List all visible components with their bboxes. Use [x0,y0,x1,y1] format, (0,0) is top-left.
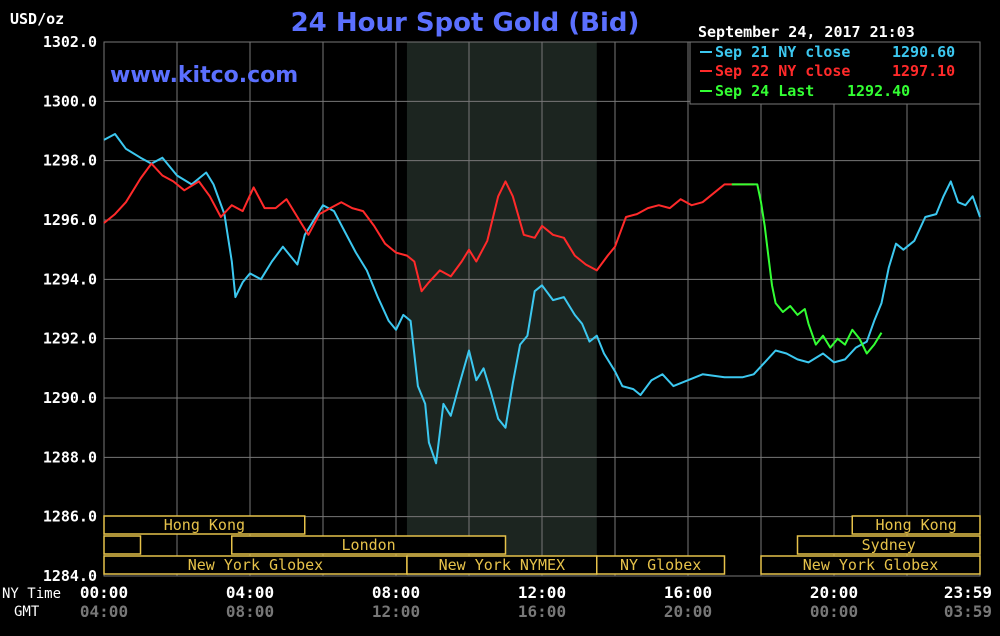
x-tick-label-ny: 08:00 [372,583,420,602]
legend-value-sep21: 1290.60 [892,43,955,61]
y-tick-label: 1284.0 [43,567,97,585]
market-session-label: NY Globex [620,556,701,574]
x-tick-label-gmt: 12:00 [372,602,420,621]
ny-time-axis-label: NY Time [2,586,61,602]
market-session-ny-globex: NY Globex [596,555,726,575]
legend-item-sep22: Sep 22 NY close 1297.10 [700,62,955,80]
market-session-label: New York Globex [188,556,323,574]
x-tick-label-gmt: 04:00 [80,602,128,621]
website-watermark: www.kitco.com [110,63,298,88]
legend-label-sep24: Sep 24 Last [715,82,814,100]
market-session-london: London [231,535,507,555]
series-line-sep-21-ny-close [103,133,981,465]
x-axis-ticks: 00:0004:0004:0008:0008:0012:0012:0016:00… [80,583,992,621]
market-session-label: London [342,536,396,554]
nymex-shaded-region [406,42,597,576]
y-tick-label: 1298.0 [43,152,97,170]
legend-value-sep22: 1297.10 [892,62,955,80]
market-session-bar [596,555,726,575]
y-tick-label: 1288.0 [43,448,97,466]
market-session-bar [103,515,306,535]
plot-area: Hong Kong Hong Kong London Sydney New York G… [103,41,981,577]
chart-title: 24 Hour Spot Gold (Bid) [291,8,640,38]
market-session-label: Sydney [862,536,916,554]
x-tick-label-gmt: 00:00 [810,602,858,621]
y-tick-label: 1300.0 [43,92,97,110]
grid-lines [103,41,981,577]
market-session-bar [231,535,507,555]
y-axis-ticks: 1302.0 1300.0 1298.0 1296.0 1294.0 1292.0 1290… [43,33,97,585]
x-tick-label-ny: 20:00 [810,583,858,602]
legend: Sep 21 NY close 1290.60 Sep 22 NY close … [689,41,981,105]
legend-box [689,41,981,105]
y-axis-label: USD/oz [10,10,64,28]
series-line-sep-22-ny-close [103,162,754,293]
chart-datetime: September 24, 2017 21:03 [698,23,915,41]
x-tick-label-gmt: 08:00 [226,602,274,621]
market-session-bar [103,535,142,555]
legend-value-sep24: 1292.40 [847,82,910,100]
market-session-new-york-globex: New York Globex [760,555,981,575]
x-tick-label-ny: 16:00 [664,583,712,602]
x-tick-label-ny: 23:59 [944,583,992,602]
market-session-bar [760,555,981,575]
y-tick-label: 1292.0 [43,330,97,348]
legend-label-sep21: Sep 21 NY close [715,43,850,61]
market-session-sydney: Sydney [796,535,981,555]
market-session-label: New York NYMEX [439,556,565,574]
market-session-label: Hong Kong [875,516,956,534]
x-tick-label-ny: 04:00 [226,583,274,602]
market-session-label: Hong Kong [164,516,245,534]
y-tick-label: 1294.0 [43,270,97,288]
x-tick-label-gmt: 03:59 [944,602,992,621]
x-tick-label-ny: 12:00 [518,583,566,602]
legend-item-sep24: Sep 24 Last 1292.40 [700,82,910,100]
market-session-blank [103,535,142,555]
series-line-sep-24-last [731,183,883,355]
legend-label-sep22: Sep 22 NY close [715,62,850,80]
price-series [103,133,981,465]
market-session-new-york-globex: New York Globex [103,555,408,575]
x-tick-label-gmt: 16:00 [518,602,566,621]
market-session-bar [851,515,981,535]
market-session-bars: Hong Kong Hong Kong London Sydney New York G… [103,515,981,575]
y-tick-label: 1286.0 [43,508,97,526]
plot-border [103,41,981,577]
y-tick-label: 1296.0 [43,211,97,229]
market-session-bar [796,535,981,555]
y-tick-label: 1290.0 [43,389,97,407]
market-session-label: New York Globex [803,556,938,574]
y-tick-label: 1302.0 [43,33,97,51]
market-session-hong-kong: Hong Kong [851,515,981,535]
x-tick-label-ny: 00:00 [80,583,128,602]
x-tick-label-gmt: 20:00 [664,602,712,621]
gmt-axis-label: GMT [14,604,40,620]
legend-item-sep21: Sep 21 NY close 1290.60 [700,43,955,61]
market-session-new-york-nymex: New York NYMEX [406,555,598,575]
market-session-hong-kong: Hong Kong [103,515,306,535]
